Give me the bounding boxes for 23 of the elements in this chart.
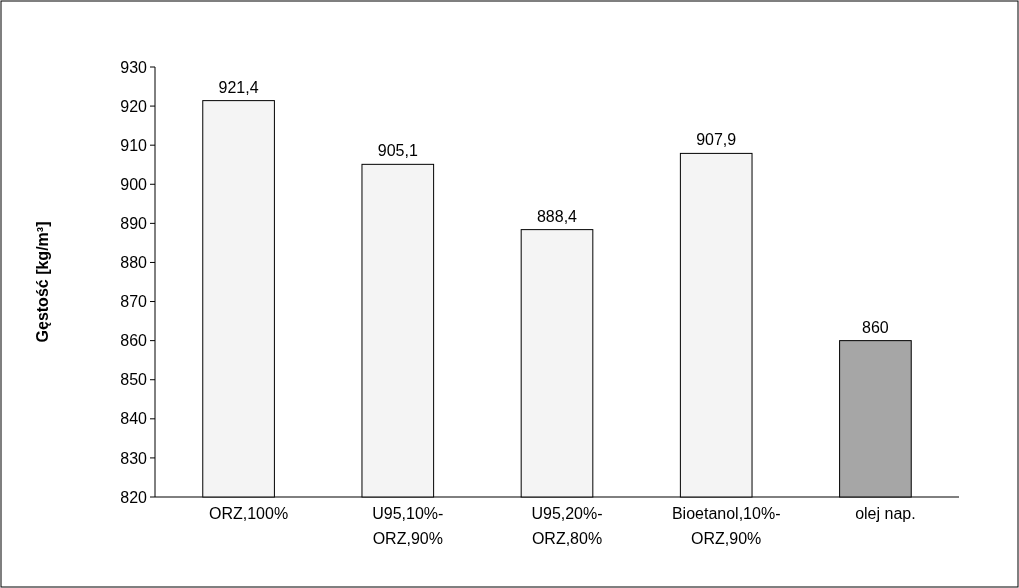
y-tick-label: 820	[120, 488, 148, 506]
y-tick-label: 900	[120, 175, 148, 193]
y-tick-label: 880	[120, 254, 148, 272]
y-tick-label: 920	[120, 97, 148, 115]
x-tick-label: Bioetanol,10%-ORZ,90%	[671, 505, 781, 547]
y-tick-label: 860	[120, 332, 148, 350]
y-tick-label: 890	[120, 214, 148, 232]
data-label: 888,4	[536, 207, 578, 225]
data-label: 860	[862, 318, 889, 336]
data-label: 907,9	[696, 131, 737, 149]
y-tick-label: 850	[120, 371, 148, 389]
y-tick-label: 870	[120, 293, 148, 311]
x-tick-label: U95,10%-ORZ,90%	[372, 505, 444, 547]
y-tick-label: 830	[120, 449, 148, 467]
y-tick-label: 840	[120, 410, 148, 428]
data-label: 905,1	[377, 142, 418, 160]
x-tick-label: olej nap.	[855, 505, 916, 522]
y-tick-label: 910	[120, 136, 148, 154]
x-tick-label: ORZ,100%	[209, 505, 289, 522]
y-tick-label: 930	[120, 58, 148, 76]
y-axis-title: Gęstość [kg/m³]	[34, 221, 51, 343]
data-label: 921,4	[218, 78, 259, 96]
x-tick-label: U95,20%-ORZ,80%	[531, 505, 603, 547]
